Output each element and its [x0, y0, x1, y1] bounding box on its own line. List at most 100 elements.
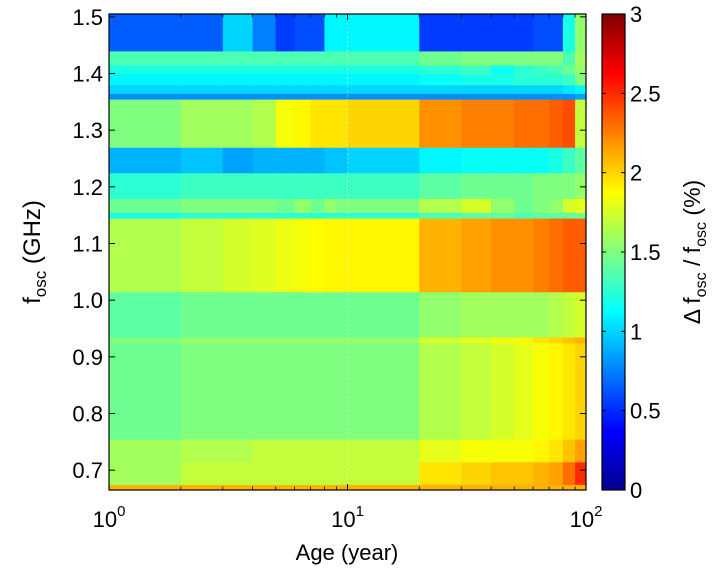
heatmap-cell	[514, 342, 534, 440]
heatmap-cell	[575, 65, 586, 75]
heatmap-cell	[180, 439, 224, 463]
colorbar-tick-label: 0	[630, 478, 642, 503]
heatmap-cell	[514, 172, 534, 199]
heatmap-cell	[275, 93, 296, 100]
heatmap-cell	[491, 93, 515, 100]
heatmap-cell	[347, 198, 420, 213]
heatmap-cell	[180, 172, 224, 199]
heatmap-cell	[461, 291, 492, 338]
heatmap-cell	[491, 439, 515, 463]
heatmap-cell	[514, 212, 534, 219]
heatmap-cell	[514, 99, 534, 148]
heatmap-cell	[336, 342, 349, 440]
heatmap-cell	[491, 212, 515, 219]
heatmap-cell	[222, 212, 254, 219]
heatmap-cell	[109, 337, 182, 344]
heatmap-cell	[491, 65, 515, 75]
heatmap-cell	[491, 461, 515, 485]
heatmap-cell	[275, 14, 296, 52]
heatmap-cell	[222, 99, 254, 148]
heatmap-cell	[533, 14, 550, 52]
heatmap-cell	[549, 65, 564, 75]
heatmap-cell	[336, 484, 349, 490]
heatmap-cell	[514, 73, 534, 86]
heatmap-cell	[222, 73, 254, 86]
heatmap-cell	[252, 218, 277, 293]
heatmap-cell	[310, 291, 325, 338]
heatmap-cell	[562, 337, 576, 344]
y-tick-label: 0.7	[72, 458, 103, 483]
heatmap-cell	[419, 73, 462, 86]
heatmap-cell	[310, 172, 325, 199]
y-tick-label: 1.5	[72, 5, 103, 30]
heatmap-cell	[252, 65, 277, 75]
x-tick-label-exp: 1	[356, 503, 364, 520]
heatmap-cell	[549, 172, 564, 199]
heatmap-cell	[222, 65, 254, 75]
heatmap-cell	[294, 484, 312, 490]
heatmap-cell	[533, 218, 550, 293]
heatmap-cell	[514, 50, 534, 66]
heatmap-cell	[109, 484, 182, 490]
heatmap-cell	[575, 461, 586, 485]
x-tick-label-exp: 2	[594, 503, 602, 520]
heatmap-cell	[562, 439, 576, 463]
y-axis-label-sub: osc	[31, 270, 50, 297]
heatmap-cell	[533, 461, 550, 485]
heatmap-cell	[310, 14, 325, 52]
heatmap-cell	[222, 93, 254, 100]
colorbar-label-unit: (%)	[679, 180, 705, 222]
heatmap-cell	[222, 439, 254, 463]
heatmap-cell	[222, 218, 254, 293]
heatmap-cell	[549, 291, 564, 338]
heatmap-cell	[514, 484, 534, 490]
heatmap-cell	[491, 73, 515, 86]
heatmap-cell	[533, 484, 550, 490]
heatmap-cell	[275, 439, 296, 463]
heatmap-cell	[252, 291, 277, 338]
heatmap-cell	[222, 198, 254, 213]
heatmap-cell	[562, 484, 576, 490]
heatmap-cell	[252, 198, 277, 213]
heatmap-cell	[491, 291, 515, 338]
heatmap-cell	[514, 218, 534, 293]
heatmap-cell	[533, 212, 550, 219]
heatmap-cell	[180, 461, 224, 485]
heatmap-cell	[549, 212, 564, 219]
heatmap-cell	[461, 65, 492, 75]
heatmap-cells	[109, 14, 586, 490]
heatmap-cell	[549, 439, 564, 463]
heatmap-cell	[461, 218, 492, 293]
heatmap-cell	[549, 84, 564, 94]
heatmap-cell	[324, 461, 338, 485]
heatmap-cell	[562, 84, 576, 94]
x-tick-label: 100	[93, 503, 126, 532]
heatmap-cell	[109, 172, 182, 199]
heatmap-cell	[324, 73, 338, 86]
heatmap-cell	[336, 50, 349, 66]
heatmap-cell	[347, 14, 420, 52]
heatmap-cell	[347, 461, 420, 485]
colorbar-tick-label: 2.5	[630, 81, 661, 106]
heatmap-cell	[575, 93, 586, 100]
heatmap-cell	[491, 342, 515, 440]
heatmap-cell	[575, 198, 586, 213]
colorbar-tick-label: 0.5	[630, 399, 661, 424]
heatmap-cell	[294, 99, 312, 148]
heatmap-cell	[310, 99, 325, 148]
heatmap-cell	[533, 73, 550, 86]
heatmap-cell	[575, 484, 586, 490]
heatmap-cell	[491, 99, 515, 148]
heatmap-cell	[533, 439, 550, 463]
heatmap-cell	[294, 337, 312, 344]
heatmap-cell	[514, 93, 534, 100]
heatmap-cell	[514, 461, 534, 485]
heatmap-cell	[575, 218, 586, 293]
heatmap-cell	[294, 50, 312, 66]
y-tick-label: 1.4	[72, 62, 103, 87]
heatmap-cell	[275, 218, 296, 293]
heatmap-cell	[324, 291, 338, 338]
heatmap-cell	[533, 198, 550, 213]
